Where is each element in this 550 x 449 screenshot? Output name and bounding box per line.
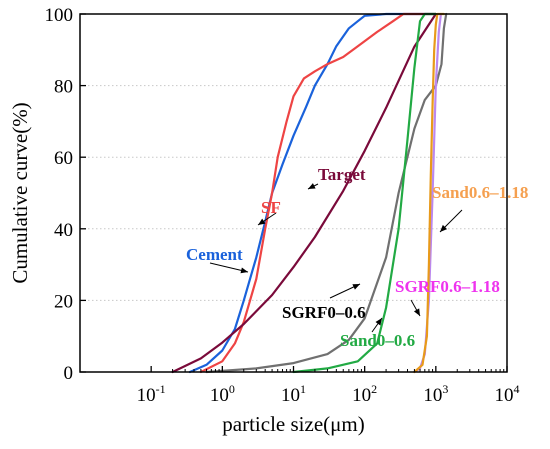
- label-arrowhead-2: [308, 183, 316, 189]
- series-line-6: [413, 12, 445, 374]
- label-arrowhead-0: [240, 267, 248, 274]
- y-tick-label: 20: [54, 291, 73, 312]
- label-arrowhead-5: [413, 308, 420, 316]
- series-label-2: Target: [318, 165, 366, 184]
- x-tick-label: 102: [352, 382, 377, 406]
- series-label-0: Cement: [186, 245, 243, 264]
- x-tick-label: 104: [495, 382, 520, 406]
- y-tick-label: 60: [54, 148, 73, 169]
- label-arrowhead-1: [258, 218, 266, 225]
- axis-ticks: 0 20 40 60 80 100 10-1 100 101 102 103 104: [45, 5, 520, 406]
- series-label-4: Sand0–0.6: [340, 331, 415, 350]
- series-label-5: SGRF0.6–1.18: [395, 277, 500, 296]
- series-line-0: [188, 12, 437, 374]
- x-axis-title: particle size(μm): [222, 412, 364, 436]
- series-labels: Cement SF Target SGRF0–0.6 Sand0–0.6 SGRF0.6–…: [186, 165, 528, 350]
- series-label-3: SGRF0–0.6: [282, 303, 366, 322]
- series-line-2: [171, 12, 437, 374]
- series-lines: [171, 12, 448, 374]
- y-tick-label: 80: [54, 77, 73, 98]
- x-tick-label: 101: [281, 382, 306, 406]
- label-arrowhead-3: [352, 284, 360, 290]
- y-tick-label: 0: [64, 363, 74, 384]
- x-tick-label: 100: [210, 382, 235, 406]
- x-tick-label: 103: [423, 382, 448, 406]
- series-line-1: [199, 12, 437, 374]
- label-arrowhead-4: [375, 318, 382, 326]
- x-tick-label: 10-1: [137, 382, 166, 406]
- y-axis-title: Cumulative curve(%): [8, 102, 32, 283]
- series-line-4: [292, 12, 437, 374]
- grid-lines: [80, 85, 507, 301]
- label-arrowhead-6: [440, 224, 448, 232]
- series-label-6: Sand0.6–1.18: [432, 183, 528, 202]
- series-line-3: [205, 12, 448, 374]
- y-tick-label: 100: [45, 5, 74, 26]
- y-tick-label: 40: [54, 220, 73, 241]
- series-label-1: SF: [261, 198, 281, 217]
- label-arrows: [209, 183, 463, 333]
